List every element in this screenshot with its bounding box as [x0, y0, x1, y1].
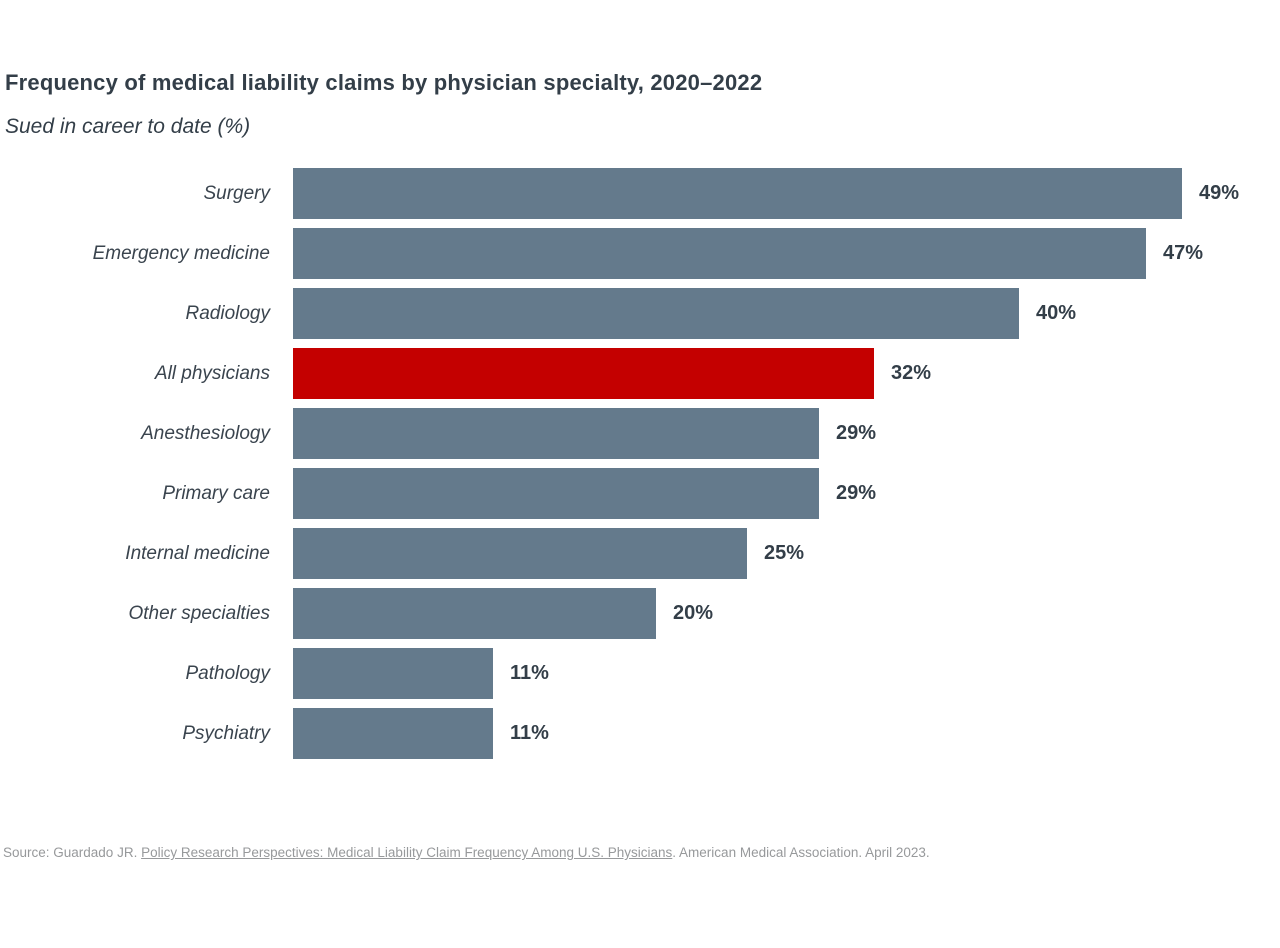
category-label: Primary care — [162, 483, 270, 504]
source-prefix: Source: Guardado JR. — [3, 845, 142, 860]
bar-row: All physicians 32% — [0, 348, 1280, 399]
category-label: Anesthesiology — [141, 423, 270, 444]
bar-chart: Surgery 49% Emergency medicine 47% Radiology… — [0, 168, 1280, 759]
category-label: Pathology — [185, 663, 270, 684]
bar-row: Internal medicine 25% — [0, 528, 1280, 579]
bar — [293, 468, 819, 519]
category-label: Internal medicine — [125, 543, 270, 564]
bar — [293, 648, 493, 699]
chart-subtitle: Sued in career to date (%) — [5, 115, 251, 138]
bar — [293, 528, 747, 579]
bar — [293, 408, 819, 459]
value-label: 40% — [1036, 302, 1077, 324]
value-label: 11% — [510, 662, 549, 684]
value-label: 11% — [510, 722, 549, 744]
value-label: 29% — [836, 422, 877, 444]
source-link[interactable]: Policy Research Perspectives: Medical Li… — [141, 845, 673, 860]
value-label: 29% — [836, 482, 877, 504]
category-label: All physicians — [154, 363, 270, 384]
value-label: 25% — [764, 542, 805, 564]
source-suffix: . American Medical Association. April 20… — [672, 845, 930, 860]
bar — [293, 288, 1019, 339]
bar-row: Primary care 29% — [0, 468, 1280, 519]
bar-row: Anesthesiology 29% — [0, 408, 1280, 459]
category-label: Emergency medicine — [92, 243, 270, 264]
bar-row: Surgery 49% — [0, 168, 1280, 219]
bar-row: Psychiatry 11% — [0, 708, 1280, 759]
bar — [293, 708, 493, 759]
bar-highlight — [293, 348, 874, 399]
bar-row: Radiology 40% — [0, 288, 1280, 339]
bar-row: Emergency medicine 47% — [0, 228, 1280, 279]
value-label: 20% — [673, 602, 714, 624]
bar-row: Other specialties 20% — [0, 588, 1280, 639]
category-label: Other specialties — [128, 603, 270, 624]
bar — [293, 228, 1146, 279]
value-label: 32% — [891, 362, 932, 384]
chart-title: Frequency of medical liability claims by… — [5, 70, 763, 95]
source-line: Source: Guardado JR. Policy Research Per… — [3, 845, 930, 860]
value-label: 47% — [1163, 242, 1204, 264]
category-label: Surgery — [203, 183, 270, 204]
bar — [293, 168, 1182, 219]
category-label: Radiology — [185, 303, 271, 324]
bar-row: Pathology 11% — [0, 648, 1280, 699]
category-label: Psychiatry — [182, 723, 270, 744]
bar — [293, 588, 656, 639]
value-label: 49% — [1199, 182, 1240, 204]
